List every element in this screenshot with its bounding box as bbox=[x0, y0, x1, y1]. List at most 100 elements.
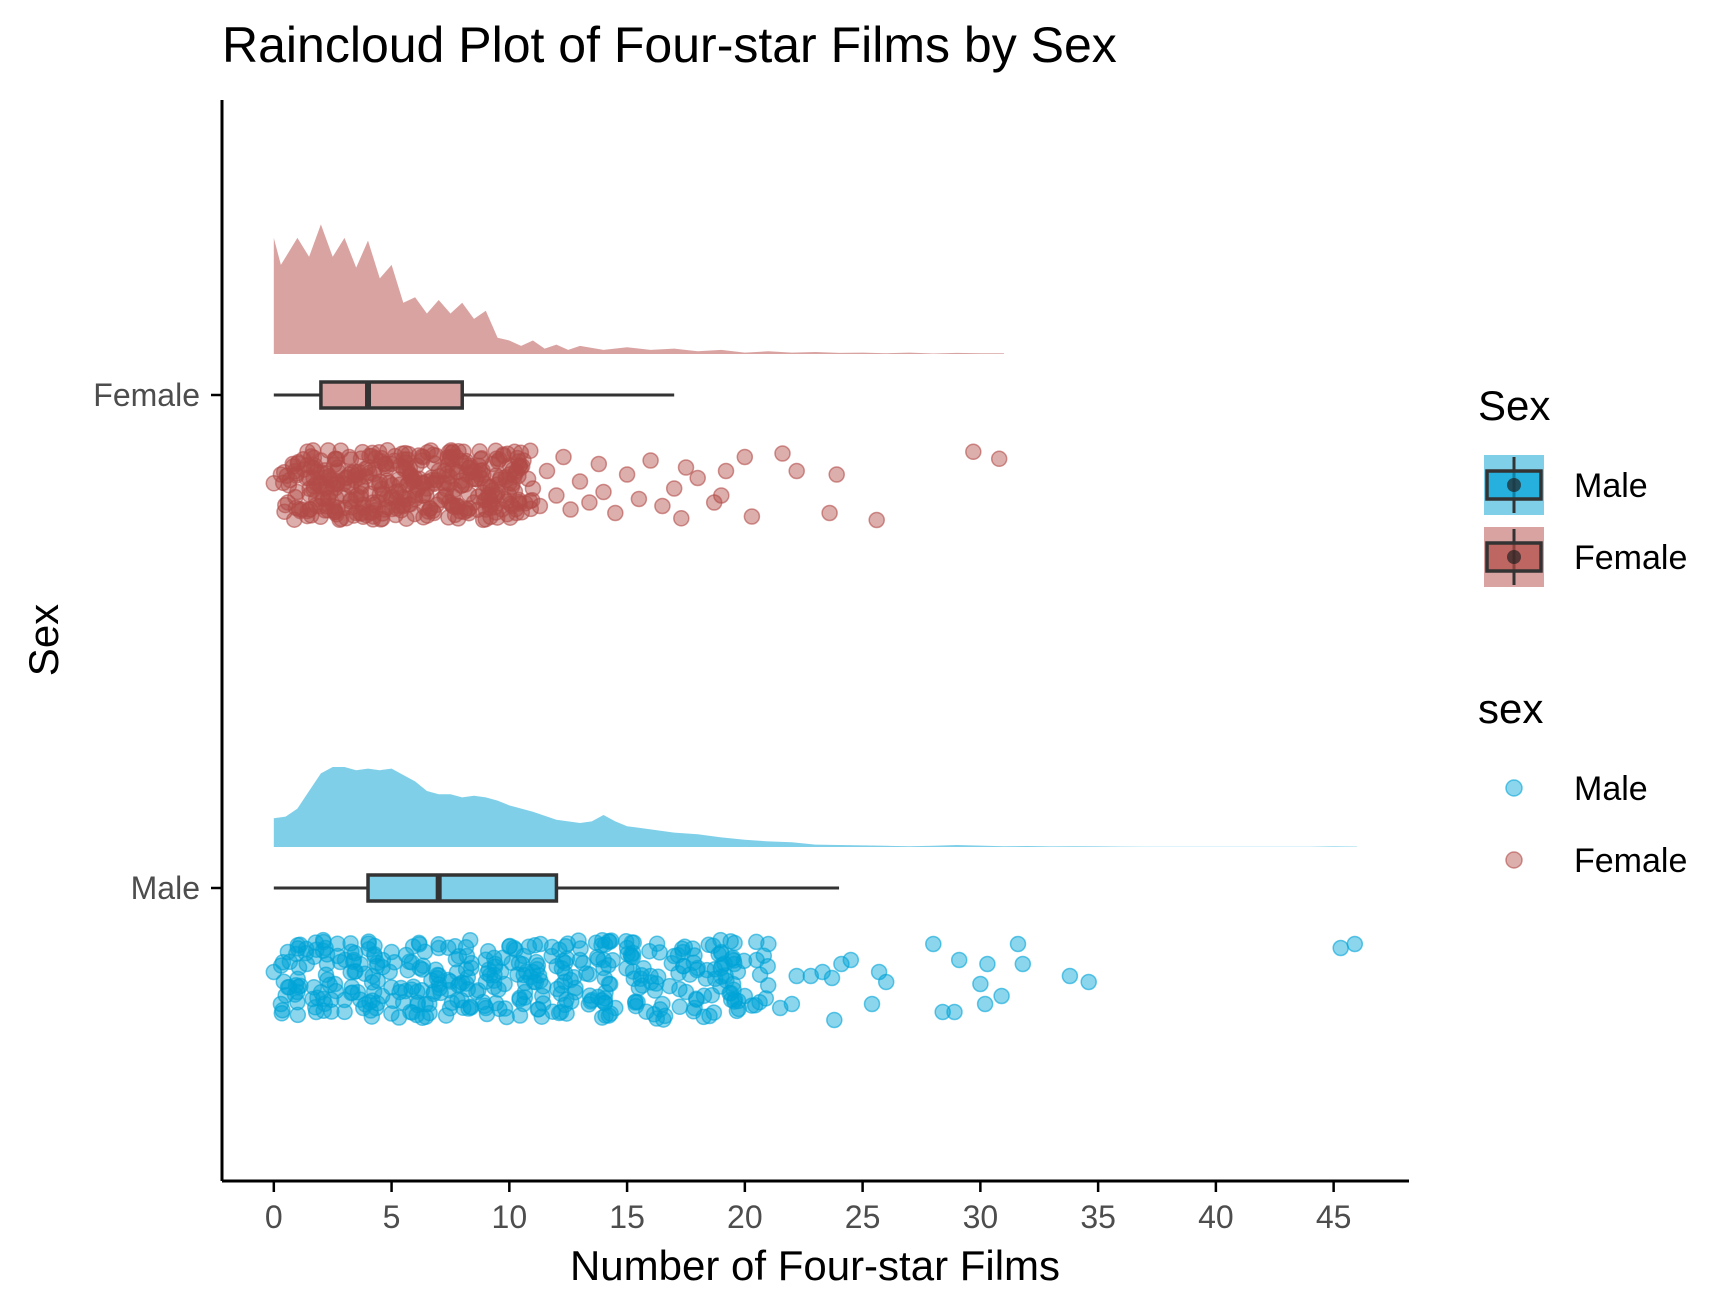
male-point bbox=[289, 1006, 307, 1024]
male-point bbox=[322, 991, 340, 1009]
x-tick-label: 40 bbox=[1198, 1199, 1234, 1235]
male-point bbox=[487, 994, 505, 1012]
female-point bbox=[630, 490, 648, 508]
male-point bbox=[748, 951, 765, 969]
female-point bbox=[329, 462, 346, 480]
male-point bbox=[486, 955, 504, 973]
male-point bbox=[397, 946, 415, 964]
male-point bbox=[1346, 935, 1364, 953]
male-point bbox=[760, 935, 777, 953]
male-points bbox=[265, 931, 1364, 1029]
female-point bbox=[383, 455, 400, 473]
female-point bbox=[736, 448, 754, 466]
legend-title: sex bbox=[1478, 685, 1543, 732]
female-point bbox=[654, 497, 671, 515]
male-point bbox=[409, 983, 426, 1000]
female-point bbox=[472, 469, 490, 487]
female-point bbox=[324, 497, 341, 515]
male-point bbox=[600, 933, 617, 950]
male-point bbox=[578, 965, 595, 982]
male-point bbox=[307, 1003, 325, 1021]
x-tick-label: 0 bbox=[265, 1199, 283, 1235]
female-point bbox=[442, 448, 459, 466]
legend-point-male bbox=[1505, 779, 1523, 797]
x-tick-label: 35 bbox=[1080, 1199, 1116, 1235]
x-axis-title: Number of Four-star Films bbox=[570, 1242, 1060, 1289]
legend-title: Sex bbox=[1478, 382, 1550, 429]
male-point bbox=[842, 951, 860, 969]
x-tick-label: 15 bbox=[609, 1199, 645, 1235]
male-point bbox=[618, 939, 636, 957]
male-point bbox=[449, 991, 466, 1009]
male-point bbox=[317, 939, 334, 957]
female-point bbox=[461, 459, 478, 476]
male-point bbox=[823, 969, 841, 987]
female-point bbox=[289, 483, 306, 501]
female-point bbox=[336, 487, 353, 504]
male-point bbox=[402, 1003, 419, 1021]
female-point bbox=[503, 478, 521, 496]
male-point bbox=[410, 934, 428, 952]
male-point bbox=[326, 975, 344, 993]
female-point bbox=[642, 452, 659, 469]
female-point bbox=[524, 480, 542, 497]
y-tick-label: Male bbox=[131, 870, 200, 906]
female-point bbox=[352, 476, 370, 494]
male-layer bbox=[265, 767, 1364, 1029]
male-point bbox=[863, 995, 881, 1013]
female-point bbox=[531, 497, 549, 515]
female-point bbox=[317, 480, 334, 497]
female-point bbox=[555, 448, 572, 466]
male-point bbox=[1061, 967, 1079, 985]
female-point bbox=[677, 459, 695, 476]
male-point bbox=[336, 1003, 353, 1021]
male-point bbox=[373, 987, 391, 1005]
male-point bbox=[477, 973, 495, 990]
male-point bbox=[759, 977, 777, 994]
male-point bbox=[421, 1004, 438, 1022]
male-point bbox=[1014, 955, 1032, 973]
plot-area bbox=[265, 224, 1364, 1029]
female-point bbox=[449, 497, 466, 515]
male-point bbox=[695, 987, 713, 1005]
male-point bbox=[651, 944, 668, 961]
male-point bbox=[392, 979, 410, 997]
male-point bbox=[814, 963, 831, 981]
legend-label: Female bbox=[1574, 842, 1687, 880]
female-point bbox=[538, 462, 556, 480]
female-box bbox=[319, 380, 464, 410]
male-point bbox=[625, 970, 643, 987]
female-point bbox=[868, 511, 885, 529]
x-tick-label: 5 bbox=[383, 1199, 401, 1235]
x-tick-label: 20 bbox=[727, 1199, 763, 1235]
male-point bbox=[701, 1007, 718, 1025]
female-point bbox=[430, 462, 447, 480]
male-point bbox=[689, 959, 706, 977]
female-point bbox=[402, 466, 419, 483]
female-point bbox=[743, 508, 761, 525]
female-point bbox=[347, 504, 365, 522]
female-point bbox=[477, 501, 495, 518]
female-points bbox=[265, 442, 1008, 529]
x-tick-label: 10 bbox=[492, 1199, 528, 1235]
male-point bbox=[552, 1003, 570, 1021]
male-point bbox=[298, 955, 316, 973]
chart-title: Raincloud Plot of Four-star Films by Sex bbox=[222, 17, 1117, 73]
female-point bbox=[388, 483, 405, 501]
female-point bbox=[548, 487, 565, 504]
female-point bbox=[774, 445, 791, 462]
male-point bbox=[583, 991, 601, 1009]
female-point bbox=[307, 490, 325, 508]
y-axis-title: Sex bbox=[20, 604, 67, 676]
male-box bbox=[366, 873, 559, 903]
male-point bbox=[543, 947, 560, 965]
legend-sex-box: Sex Male Female bbox=[1478, 382, 1687, 587]
female-point bbox=[376, 501, 393, 518]
female-point bbox=[607, 504, 624, 522]
female-point bbox=[284, 455, 301, 473]
female-point bbox=[515, 452, 532, 469]
female-point bbox=[665, 480, 683, 497]
female-point bbox=[689, 469, 706, 487]
male-point bbox=[265, 963, 283, 981]
